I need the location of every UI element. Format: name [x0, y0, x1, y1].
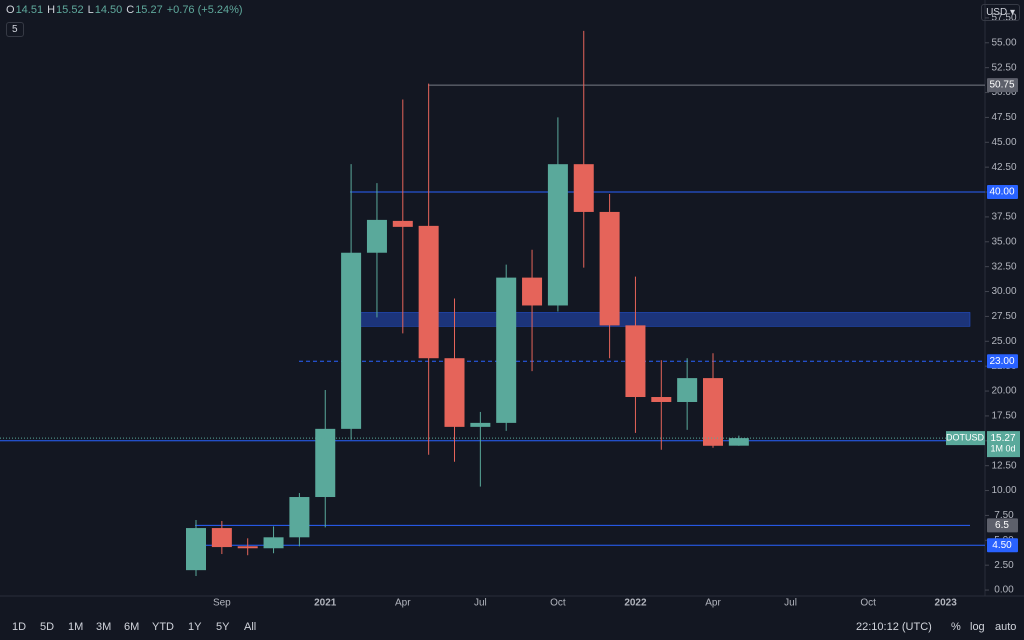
- y-tick-label: 27.50: [991, 311, 1016, 322]
- candle-body: [599, 211, 620, 326]
- candle-body: [418, 225, 439, 359]
- candle-body: [651, 397, 672, 402]
- x-tick-label: Oct: [860, 598, 876, 609]
- ohlc-value: 15.27: [135, 4, 163, 16]
- level-tag: [987, 354, 1018, 369]
- candle-body: [728, 438, 749, 446]
- candle-body: [573, 164, 594, 212]
- y-tick-label: 57.50: [991, 13, 1016, 24]
- candle-body: [444, 358, 465, 427]
- y-tick-label: 45.00: [991, 137, 1016, 148]
- chart: 0.002.505.007.5010.0012.5015.0017.5020.0…: [0, 0, 1024, 609]
- x-tick-label: 2022: [624, 598, 647, 609]
- y-tick-label: 7.50: [994, 510, 1014, 521]
- candle-body: [341, 252, 362, 429]
- y-tick-label: 25.00: [991, 336, 1016, 347]
- y-tick-label: 20.00: [991, 386, 1016, 397]
- zone: [359, 312, 971, 327]
- y-tick-label: 37.50: [991, 212, 1016, 223]
- level-tag: [987, 538, 1018, 553]
- ohlc-legend: O14.51 H15.52 L14.50 C15.27 +0.76 (+5.24%): [6, 4, 247, 16]
- y-tick-label: 30.00: [991, 286, 1016, 297]
- range-button[interactable]: 6M: [124, 621, 140, 633]
- level-tag-label: 23.00: [989, 356, 1014, 367]
- scale-option[interactable]: log: [970, 621, 985, 633]
- y-tick-label: 50.00: [991, 87, 1016, 98]
- indicator-toggle[interactable]: 5: [6, 22, 24, 37]
- x-tick-label: Sep: [213, 598, 231, 609]
- candle-body: [289, 497, 310, 538]
- y-tick-label: 10.00: [991, 485, 1016, 496]
- bottom-toolbar: 1D 5D 1M 3M 6M YTD 1Y 5Y All 22:10:12 (UTC)% log au…: [0, 614, 1024, 640]
- scale-option[interactable]: %: [951, 621, 961, 633]
- candle-body: [677, 378, 698, 402]
- x-tick-label: Jul: [784, 598, 797, 609]
- candle-body: [315, 428, 336, 498]
- price-tag: [987, 431, 1020, 458]
- x-tick-label: 2023: [935, 598, 958, 609]
- x-tick-label: Apr: [395, 598, 411, 609]
- ohlc-value: 14.50: [94, 4, 123, 16]
- y-tick-label: 0.00: [994, 585, 1014, 596]
- x-tick-label: Oct: [550, 598, 566, 609]
- range-button[interactable]: YTD: [152, 621, 174, 633]
- candle-body: [496, 277, 517, 423]
- range-button[interactable]: All: [244, 621, 257, 633]
- y-tick-label: 55.00: [991, 37, 1016, 48]
- range-button[interactable]: 5D: [40, 621, 55, 633]
- candle-body: [186, 528, 206, 571]
- candle-body: [625, 325, 646, 398]
- candle-body: [392, 220, 413, 227]
- range-button[interactable]: 1Y: [188, 621, 202, 633]
- candle-body: [522, 277, 543, 306]
- y-tick-label: 52.50: [991, 62, 1016, 73]
- scale-option[interactable]: auto: [995, 621, 1017, 633]
- range-button[interactable]: 1D: [12, 621, 27, 633]
- currency-select[interactable]: USD ▾: [981, 4, 1020, 21]
- range-button[interactable]: 5Y: [216, 621, 230, 633]
- symbol-label: DOTUSD: [946, 432, 985, 442]
- candle-body: [470, 422, 491, 427]
- candle-body: [703, 378, 723, 446]
- level-tag: [987, 185, 1018, 200]
- change: +0.76 (+5.24%): [166, 4, 243, 16]
- y-tick-label: 35.00: [991, 236, 1016, 247]
- y-tick-label: 47.50: [991, 112, 1016, 123]
- candle-body: [211, 528, 232, 548]
- x-tick-label: Jul: [474, 598, 487, 609]
- countdown: 1M 0d: [990, 443, 1015, 453]
- y-tick-label: 2.50: [994, 560, 1014, 571]
- y-tick-label: 32.50: [991, 261, 1016, 272]
- range-button[interactable]: 3M: [96, 621, 112, 633]
- candle-body: [547, 164, 568, 306]
- symbol-tag: [946, 431, 985, 446]
- ohlc-value: 15.52: [56, 4, 84, 16]
- y-tick-label: 42.50: [991, 162, 1016, 173]
- level-tag: [987, 78, 1018, 93]
- ohlc-key: H: [47, 4, 56, 16]
- y-tick-label: 17.50: [991, 411, 1016, 422]
- range-button[interactable]: 1M: [68, 621, 84, 633]
- candle-body: [366, 219, 387, 253]
- level-tag-label: 50.75: [989, 80, 1014, 91]
- ohlc-key: L: [87, 4, 94, 16]
- ohlc-key: O: [6, 4, 15, 16]
- ohlc-key: C: [126, 4, 135, 16]
- y-tick-label: 12.50: [991, 460, 1016, 471]
- x-tick-label: Apr: [705, 598, 721, 609]
- level-tag-label: 40.00: [989, 187, 1014, 198]
- clock: 22:10:12 (UTC): [856, 621, 932, 633]
- level-tag: [987, 518, 1018, 533]
- currency: USD: [986, 7, 1008, 18]
- level-tag-label: 4.50: [992, 540, 1012, 551]
- candle-body: [237, 546, 258, 549]
- x-tick-label: 2021: [314, 598, 337, 609]
- price-tag-label: 15.27: [990, 433, 1015, 444]
- ohlc-value: 14.51: [15, 4, 44, 16]
- level-tag-label: 6.5: [995, 520, 1009, 531]
- candle-body: [263, 537, 284, 549]
